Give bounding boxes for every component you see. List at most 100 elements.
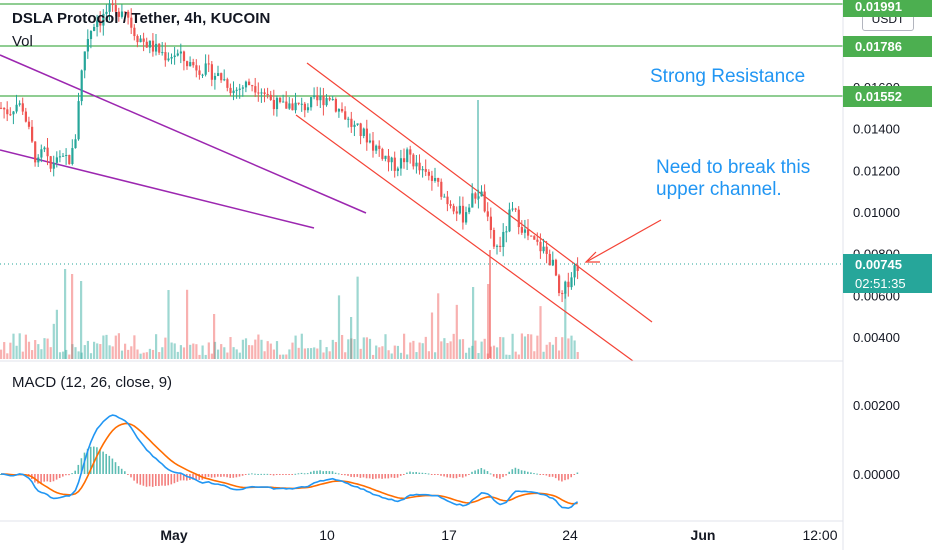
macd-histogram-bar (424, 473, 427, 475)
macd-histogram-bar (471, 471, 473, 474)
candle-body (145, 41, 148, 48)
candle-body (34, 141, 37, 163)
macd-histogram-bar (229, 474, 231, 478)
volume-bar (434, 352, 437, 359)
volume-bar (319, 339, 322, 359)
volume-bar (576, 352, 579, 359)
volume-label: Vol (12, 33, 33, 50)
candle-body (399, 158, 403, 169)
candle-body (114, 5, 117, 12)
macd-histogram-bar (341, 474, 343, 475)
volume-bar (210, 353, 213, 359)
volume-bar (461, 339, 465, 359)
candle-body (564, 281, 567, 294)
volume-bar (334, 342, 337, 359)
candle-body (62, 155, 65, 157)
candle-body (80, 70, 83, 102)
price-badge-strong: 0.01552 (843, 86, 932, 107)
candle-body (514, 208, 517, 210)
macd-histogram-bar (248, 473, 250, 475)
macd-histogram-bar (238, 474, 241, 477)
candle-body (244, 81, 248, 88)
volume-bar (496, 347, 499, 359)
candle-body (440, 181, 443, 197)
volume-bar (545, 344, 548, 359)
macd-histogram-bar (213, 474, 216, 478)
macd-histogram-bar (334, 472, 337, 474)
candle-body (86, 39, 89, 52)
candle-body (142, 38, 145, 42)
macd-histogram-bar (102, 451, 104, 474)
macd-histogram-bar (409, 471, 411, 474)
volume-bar (285, 354, 288, 359)
macd-histogram-bar (375, 474, 377, 479)
volume-bar (21, 351, 24, 359)
candle-body (266, 93, 269, 95)
volume-bar (244, 338, 248, 359)
volume-bar (554, 336, 558, 359)
macd-histogram-bar (530, 472, 532, 474)
candle-body (341, 109, 344, 112)
candle-body (294, 102, 297, 111)
resistance-levels (0, 3, 843, 265)
chart-title: DSLA Protocol / Tether, 4h, KUCOIN (12, 10, 271, 27)
candle-body (533, 236, 536, 240)
macd-histogram-bar (43, 474, 45, 482)
candle-body (198, 70, 201, 75)
macd-histogram-bar (545, 474, 548, 476)
candle-body (570, 277, 573, 288)
purple-trendline-upper (0, 54, 367, 214)
volume-bar (415, 352, 418, 359)
volume-bar (483, 338, 486, 359)
volume-bar (52, 323, 55, 359)
candle-body (486, 211, 489, 217)
candle-body (176, 53, 179, 56)
macd-histogram-bar (449, 474, 452, 478)
candle-body (527, 229, 530, 236)
volume-bar (424, 336, 427, 359)
volume-bar (477, 353, 480, 359)
macd-histogram-bar (282, 474, 284, 475)
volume-bar (313, 347, 316, 359)
macd-histogram-bar (269, 474, 272, 475)
purple-trendline-lower (0, 149, 315, 229)
volume-bar (111, 346, 114, 359)
channel-lower-line (295, 114, 634, 362)
volume-bar (269, 343, 272, 359)
volume-bar (511, 333, 514, 359)
volume-bar (310, 348, 313, 359)
macd-histogram-bar (499, 474, 501, 479)
candle-body (83, 51, 86, 71)
macd-histogram-bar (316, 470, 318, 474)
candle-body (359, 123, 362, 136)
volume-bar (189, 344, 192, 359)
candle-body (390, 157, 393, 163)
candle-body (189, 62, 192, 67)
macd-histogram-bar (412, 472, 414, 474)
volume-bar (220, 344, 223, 359)
candle-body (15, 104, 18, 112)
time-tick-label: 24 (562, 527, 578, 543)
volume-bar (186, 289, 189, 359)
candle-body (12, 111, 15, 115)
candle-body (46, 147, 49, 157)
volume-bar (27, 341, 31, 359)
macd-histogram-bar (527, 471, 529, 474)
volume-bar (347, 339, 350, 359)
macd-histogram-bar (421, 472, 424, 474)
candle-body (260, 92, 263, 94)
candle-body (496, 245, 499, 247)
volume-bar (523, 336, 527, 359)
macd-label: MACD (12, 26, close, 9) (12, 374, 173, 391)
volume-bar (297, 347, 300, 359)
candle-body (530, 235, 533, 237)
macd-histogram-bar (325, 470, 328, 474)
candle-body (458, 205, 461, 214)
macd-histogram-bar (520, 470, 523, 474)
candle-body (9, 114, 12, 116)
candle-body (124, 11, 127, 13)
candle-body (375, 145, 378, 151)
price-tick-label: 0.01400 (853, 122, 900, 137)
macd-histogram-bar (145, 474, 148, 487)
macd-histogram-bar (155, 474, 157, 486)
